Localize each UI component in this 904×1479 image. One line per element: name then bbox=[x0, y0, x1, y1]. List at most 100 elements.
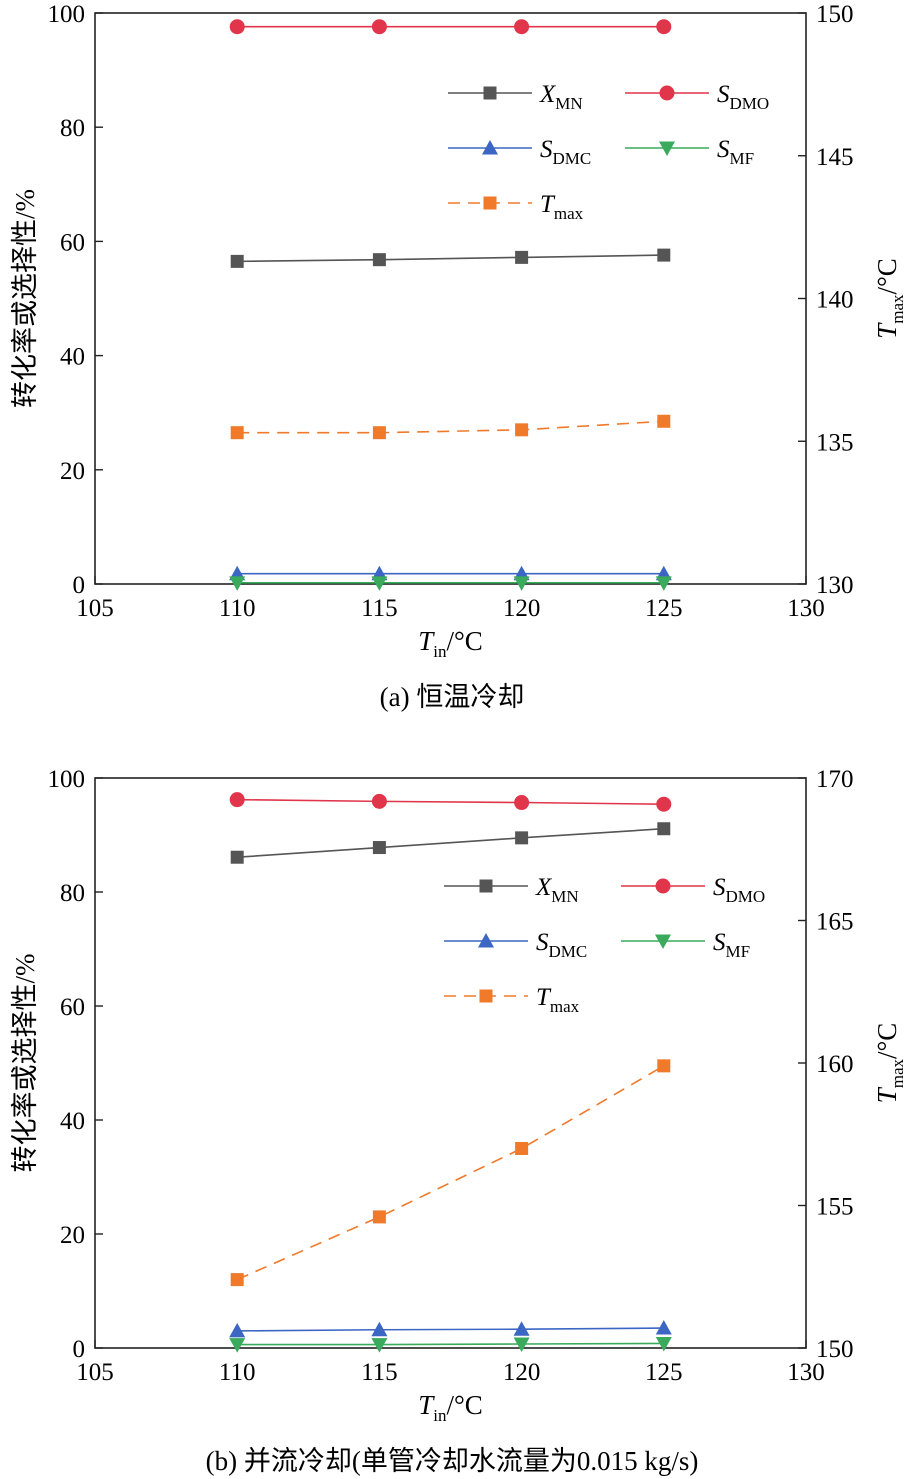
x-tick-label-a: 125 bbox=[645, 595, 683, 622]
legend-label-b-main: X bbox=[535, 874, 553, 901]
y-tick-label-b: 20 bbox=[60, 1222, 85, 1249]
legend-label-a: SMF bbox=[717, 136, 754, 168]
caption-a: (a) 恒温冷却 bbox=[380, 682, 525, 712]
y2-tick-label-a: 140 bbox=[816, 287, 854, 314]
x-axis-label-b-main: T bbox=[418, 1390, 435, 1420]
legend-marker-a bbox=[659, 85, 675, 101]
series-line-Tmax-a bbox=[237, 420, 664, 434]
x-tick-label-b: 130 bbox=[787, 1359, 825, 1386]
legend-marker-a bbox=[483, 86, 497, 100]
legend-label-b-main: S bbox=[713, 874, 726, 901]
legend-label-a-sub: DMO bbox=[730, 94, 770, 113]
data-point-XMN-b bbox=[372, 841, 386, 855]
legend-label-b-sub: DMC bbox=[549, 942, 588, 961]
data-point-XMN-a bbox=[230, 254, 244, 268]
data-point-XMN-a bbox=[657, 248, 671, 262]
legend-label-a-main: S bbox=[717, 81, 730, 108]
x-tick-label-a: 105 bbox=[76, 595, 114, 622]
legend-label-a-main: T bbox=[540, 191, 556, 218]
data-point-SDMC-b bbox=[513, 1321, 530, 1336]
data-point-Tmax-a bbox=[372, 426, 386, 440]
y2-axis-label-group-a: Tmax/°C bbox=[872, 258, 904, 339]
data-point-Tmax-a bbox=[230, 426, 244, 440]
legend-label-b: SMF bbox=[713, 929, 750, 961]
chart-panel-a: 105 110 115 120 125 130 0 20 40 60 80 100 130 135 140 1… bbox=[10, 1, 904, 661]
x-tick-label-a: 115 bbox=[361, 595, 398, 622]
x-axis-label-a: Tin/°C bbox=[418, 626, 483, 661]
y-tick-label-a: 0 bbox=[73, 572, 86, 599]
data-point-SMF-b bbox=[371, 1338, 388, 1353]
data-point-Tmax-a bbox=[515, 423, 529, 437]
x-tick-label-b: 105 bbox=[76, 1359, 114, 1386]
legend-marker-a bbox=[483, 196, 497, 210]
data-point-SDMO-b bbox=[229, 792, 245, 808]
x-axis-label-b: Tin/°C bbox=[418, 1390, 483, 1425]
data-point-SMF-b bbox=[513, 1337, 530, 1353]
legend-label-b-sub: DMO bbox=[726, 887, 766, 906]
y-tick-label-b: 60 bbox=[60, 994, 85, 1021]
x-tick-label-b: 110 bbox=[219, 1359, 256, 1386]
legend-marker-a bbox=[659, 141, 675, 156]
legend-marker-a bbox=[482, 140, 498, 155]
y-tick-label-b: 0 bbox=[73, 1336, 86, 1363]
legend-label-b-sub: max bbox=[550, 997, 580, 1016]
y2-axis-label-a-sub: max bbox=[888, 294, 904, 324]
y-tick-label-a: 80 bbox=[60, 115, 85, 142]
y-tick-label-b: 80 bbox=[60, 880, 85, 907]
data-point-SMF-a bbox=[229, 576, 246, 591]
legend-marker-b bbox=[478, 933, 494, 948]
series-line-Tmax-b bbox=[236, 1065, 665, 1281]
y2-axis-label-a: Tmax/°C bbox=[872, 258, 904, 339]
x-tick-label-b: 125 bbox=[645, 1359, 683, 1386]
legend-label-a-sub: max bbox=[554, 204, 584, 223]
legend-label-a: SDMO bbox=[717, 81, 769, 113]
y-tick-label-b: 100 bbox=[48, 766, 86, 793]
y2-axis-label-group-b: Tmax/°C bbox=[872, 1023, 904, 1104]
data-point-Tmax-b bbox=[230, 1273, 244, 1287]
legend-label-b: XMN bbox=[535, 874, 579, 906]
legend-label-b-sub: MF bbox=[726, 942, 751, 961]
legend-label-a: XMN bbox=[539, 81, 583, 113]
x-axis-label-a-main: T bbox=[418, 626, 435, 656]
data-point-SMF-b bbox=[229, 1338, 246, 1353]
data-point-Tmax-a bbox=[657, 414, 671, 428]
y2-tick-label-b: 150 bbox=[816, 1336, 854, 1363]
legend-label-a: Tmax bbox=[540, 191, 584, 223]
legend-label-a-sub: DMC bbox=[553, 149, 592, 168]
data-point-SDMO-b bbox=[656, 796, 672, 812]
legend-label-a-sub: MN bbox=[555, 94, 582, 113]
y-tick-label-a: 60 bbox=[60, 229, 85, 256]
plot-frame-a bbox=[94, 12, 807, 585]
legend-marker-b bbox=[479, 989, 493, 1003]
data-point-SDMO-b bbox=[371, 793, 387, 809]
data-point-XMN-b bbox=[657, 822, 671, 836]
data-point-Tmax-b bbox=[657, 1059, 671, 1073]
y2-axis-label-b-sub: max bbox=[888, 1059, 904, 1089]
legend-label-b-main: S bbox=[713, 929, 726, 956]
y-tick-label-a: 20 bbox=[60, 458, 85, 485]
data-point-SDMC-b bbox=[229, 1322, 246, 1338]
legend-label-b-main: T bbox=[536, 984, 552, 1011]
y2-tick-label-b: 155 bbox=[816, 1194, 854, 1221]
legend-label-b: Tmax bbox=[536, 984, 580, 1016]
y2-axis-label-b: Tmax/°C bbox=[872, 1023, 904, 1104]
x-axis-label-b-unit: /°C bbox=[446, 1390, 482, 1420]
y2-axis-label-a-unit: /°C bbox=[872, 258, 902, 294]
y-tick-label-a: 100 bbox=[48, 1, 86, 28]
data-point-SMF-a bbox=[655, 576, 672, 591]
y2-tick-label-b: 160 bbox=[816, 1051, 854, 1078]
x-tick-label-b: 115 bbox=[361, 1359, 398, 1386]
y2-tick-label-a: 150 bbox=[816, 1, 854, 28]
y2-axis-label-a-main: T bbox=[872, 322, 902, 339]
y-tick-label-b: 40 bbox=[60, 1108, 85, 1135]
legend-label-b-main: S bbox=[536, 929, 549, 956]
data-point-SDMO-a bbox=[514, 19, 530, 35]
legend-label-b: SDMO bbox=[713, 874, 765, 906]
series-line-XMN-a bbox=[237, 254, 664, 263]
legend-marker-b bbox=[479, 879, 493, 893]
data-point-SMF-a bbox=[513, 576, 530, 591]
data-point-Tmax-b bbox=[372, 1210, 386, 1224]
series-line-XMN-b bbox=[237, 827, 664, 859]
y-axis-label-b: 转化率或选择性/% bbox=[10, 954, 40, 1173]
